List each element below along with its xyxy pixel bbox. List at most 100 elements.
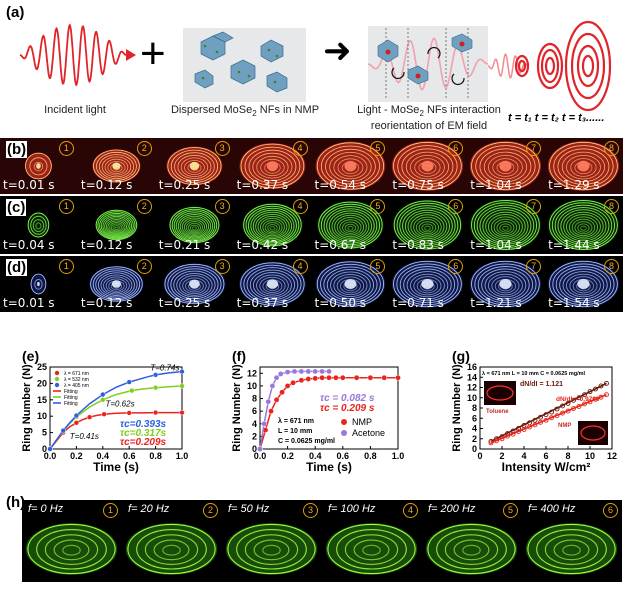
- data-point: [510, 431, 516, 437]
- frame-number-badge: 1: [103, 503, 118, 518]
- legend-marker: [54, 382, 60, 388]
- frequency-label: f= 100 Hz: [328, 503, 376, 515]
- strip-h-frame: 4 f= 100 Hz: [322, 500, 421, 582]
- x-tick-label: 0.6: [337, 451, 350, 461]
- ring-pattern: [547, 199, 620, 251]
- y-tick-label: 0: [252, 444, 257, 454]
- y-axis-label: Ring Number (N): [451, 364, 463, 452]
- data-point: [560, 410, 565, 416]
- time-label: t=0.50 s: [314, 296, 367, 310]
- data-point: [312, 375, 319, 382]
- frame-number-badge: 5: [503, 503, 518, 518]
- ring-pattern: [241, 203, 303, 247]
- strip-c-frame: 6 t=0.83 s: [389, 196, 466, 254]
- ring-pattern: [525, 523, 618, 575]
- frame-number-badge: 8: [604, 259, 619, 274]
- frequency-label: f= 50 Hz: [228, 503, 270, 515]
- dispersed-caption-post: NFs in NMP: [256, 104, 320, 116]
- strip-d-frame: 7 t=1.21 s: [467, 256, 544, 312]
- legend-marker: [341, 430, 347, 436]
- strip-c-frame: 2 t=0.12 s: [78, 196, 155, 254]
- ring-pattern: [470, 199, 542, 251]
- ring-pattern: [166, 146, 223, 186]
- data-point: [339, 374, 346, 381]
- frame-number-badge: 3: [214, 141, 230, 156]
- x-tick-label: 0.2: [70, 451, 83, 461]
- x-tick-label: 0.4: [97, 451, 110, 461]
- ring-pattern: [325, 523, 418, 575]
- annotation-label: T=0.74s: [150, 363, 179, 372]
- time-label: t=0.83 s: [392, 238, 444, 252]
- x-tick-label: 0: [477, 451, 482, 461]
- ring-pattern: [125, 523, 218, 575]
- legend-marker: [54, 376, 60, 382]
- nanoflakes-drawing: [194, 31, 288, 93]
- strip-b-frame: 3 t=0.25 s: [156, 138, 233, 194]
- chart-panel-label: (g): [452, 348, 470, 364]
- data-point: [265, 398, 272, 405]
- data-point: [319, 368, 325, 375]
- time-label: t=0.37 s: [236, 296, 289, 310]
- chart-f: 0.0 0.2 0.4 0.6 0.8 1.0 0 2 4 6 8 10 12 Time (s) Ring …: [231, 348, 404, 474]
- strip-h-frame: 3 f= 50 Hz: [222, 500, 321, 582]
- frame-number-badge: 4: [403, 503, 418, 518]
- data-point: [273, 374, 280, 381]
- data-point: [319, 374, 325, 381]
- frame-number-badge: 5: [370, 141, 386, 156]
- strip-b-frame: 1 t=0.01 s: [0, 138, 77, 194]
- data-point: [47, 446, 53, 452]
- data-point: [86, 414, 93, 420]
- ring-pattern: [547, 260, 620, 308]
- strip-d-frame: 5 t=0.50 s: [312, 256, 389, 312]
- strip-c-frame: 5 t=0.67 s: [312, 196, 389, 254]
- chart-panel-label: (f): [232, 348, 246, 364]
- interaction-drawing: [367, 28, 489, 100]
- legend-entry: Fitting: [64, 389, 78, 395]
- strip-h-label: (h): [6, 494, 26, 511]
- frequency-label: f= 20 Hz: [128, 503, 170, 515]
- strip-b-frame: 8 t=1.29 s: [545, 138, 622, 194]
- time-label: t=0.21 s: [158, 238, 211, 252]
- frame-number-badge: 8: [604, 141, 619, 156]
- data-point: [593, 396, 598, 402]
- data-point: [381, 374, 388, 381]
- x-tick-label: 0.8: [149, 451, 162, 461]
- x-tick-label: 8: [565, 451, 570, 461]
- interaction-caption-line1-post: NFs interaction: [423, 104, 501, 116]
- y-tick-label: 8: [252, 394, 257, 404]
- interaction-caption-line2: reorientation of EM field: [370, 120, 488, 133]
- y-tick-label: 10: [37, 411, 47, 421]
- ring-pattern: [89, 265, 144, 303]
- ring-pattern: [30, 273, 47, 295]
- strip-b-label: (b): [6, 141, 28, 158]
- data-point: [298, 377, 305, 384]
- legend-marker: [54, 370, 60, 376]
- data-point: [587, 389, 593, 395]
- data-point: [543, 412, 549, 418]
- frame-number-badge: 2: [136, 141, 152, 156]
- dispersed-caption: Dispersed MoSe2 NFs in NMP: [170, 104, 320, 118]
- ring-pattern: [392, 260, 464, 308]
- process-arrow-icon: ➜: [323, 32, 352, 70]
- y-tick-label: 20: [37, 378, 47, 388]
- y-tick-label: 8: [472, 403, 477, 413]
- data-point: [582, 401, 587, 407]
- data-point: [571, 397, 576, 403]
- tau-label: τc=0.209s: [120, 437, 167, 448]
- frame-number-badge: 7: [526, 141, 542, 156]
- frame-number-badge: 4: [292, 259, 308, 274]
- legend-entry: λ = 671 nm: [64, 371, 89, 377]
- data-point: [100, 391, 106, 398]
- slope-label: dN/dI = 1.121: [520, 381, 563, 388]
- strip-b-frame: 2 t=0.12 s: [78, 138, 155, 194]
- frame-number-badge: 7: [526, 259, 542, 274]
- y-axis-label: Ring Number (N): [21, 364, 33, 452]
- y-tick-label: 4: [252, 419, 257, 429]
- param-label: λ = 671 nm L = 10 mm C = 0.0625 mg/ml: [482, 371, 586, 377]
- data-point: [153, 385, 159, 391]
- time-label: t=0.01 s: [3, 296, 55, 310]
- data-point: [273, 397, 280, 403]
- data-point: [73, 412, 80, 419]
- ring-pattern: [239, 143, 305, 189]
- data-point: [305, 376, 312, 382]
